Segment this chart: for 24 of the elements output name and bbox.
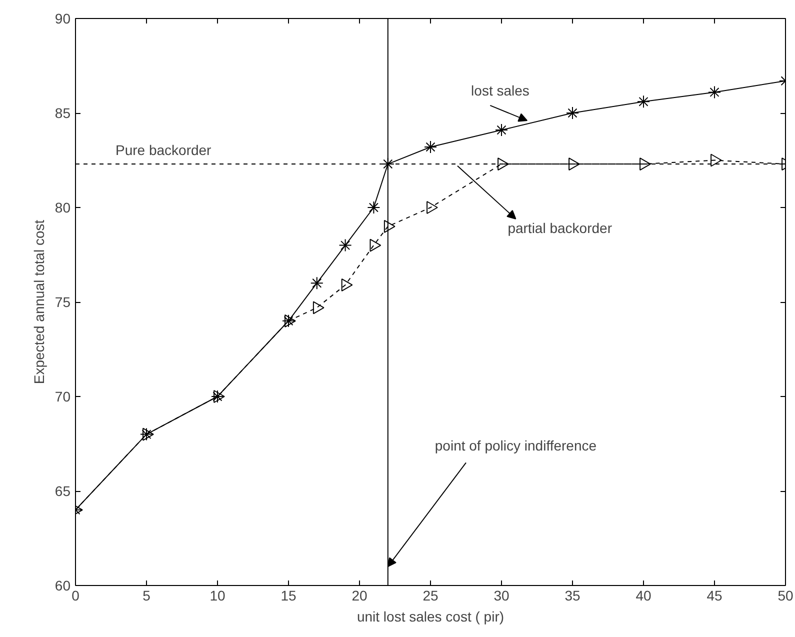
x-tick-label: 35 xyxy=(564,588,580,604)
x-tick-label: 15 xyxy=(280,588,296,604)
annotation: partial backorder xyxy=(508,220,612,236)
ref-line-label: Pure backorder xyxy=(116,142,212,158)
y-axis-title: Expected annual total cost xyxy=(30,220,47,384)
x-tick-label: 40 xyxy=(636,588,652,604)
x-tick-label: 50 xyxy=(778,588,794,604)
y-tick-label: 60 xyxy=(54,578,71,594)
x-tick-label: 0 xyxy=(72,588,80,604)
x-tick-label: 10 xyxy=(210,588,226,604)
x-axis-title: unit lost sales cost ( pir) xyxy=(356,608,504,624)
annotation: point of policy indifference xyxy=(434,438,597,454)
y-tick-label: 70 xyxy=(54,388,71,404)
x-tick-label: 20 xyxy=(352,588,368,604)
x-tick-label: 5 xyxy=(142,588,151,604)
y-tick-label: 90 xyxy=(54,10,71,26)
x-tick-label: 45 xyxy=(706,588,722,604)
y-tick-label: 75 xyxy=(54,294,71,310)
x-tick-label: 30 xyxy=(494,588,510,604)
y-tick-label: 65 xyxy=(54,483,71,499)
annotation: lost sales xyxy=(471,82,530,99)
y-tick-label: 85 xyxy=(54,105,71,121)
x-tick-label: 25 xyxy=(422,588,438,604)
y-tick-label: 80 xyxy=(54,200,71,216)
